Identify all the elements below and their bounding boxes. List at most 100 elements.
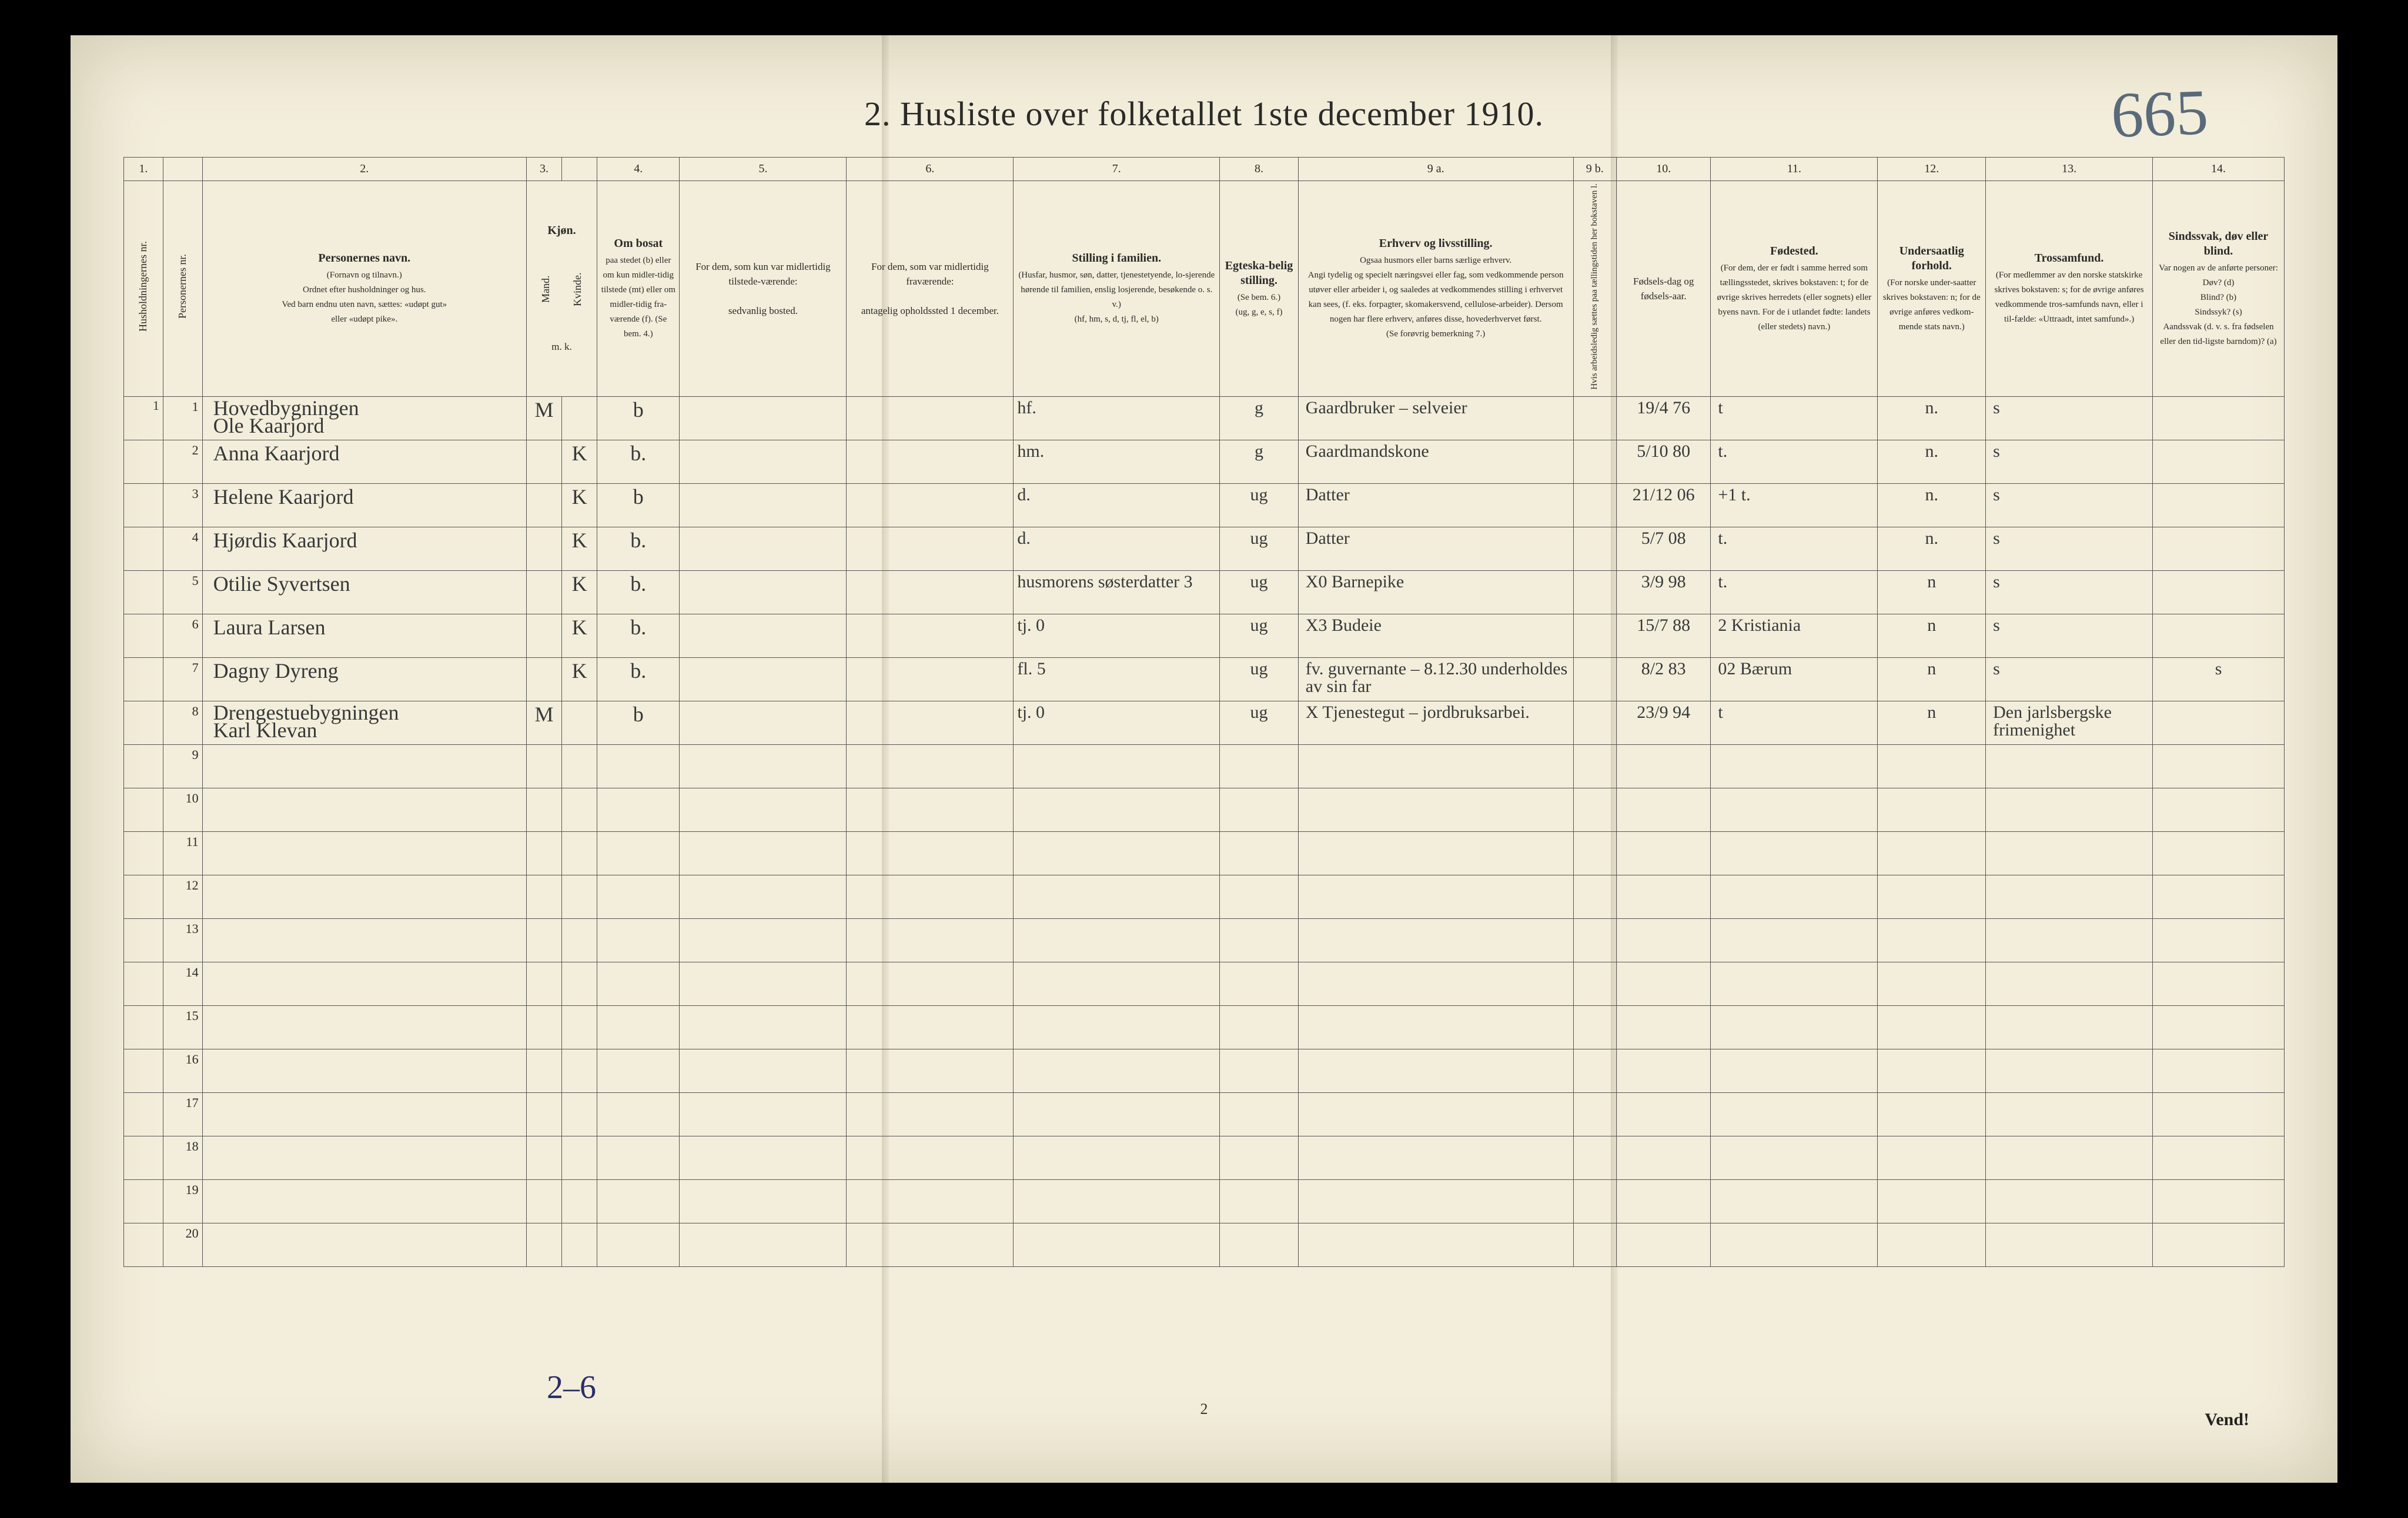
cell: s [1986, 440, 2153, 483]
cell [1711, 831, 1878, 875]
cell [124, 483, 163, 527]
cell [124, 744, 163, 788]
cell [1014, 744, 1220, 788]
head-col6-title: For dem, som var midlertidig fraværende: [871, 261, 989, 287]
cell [1014, 831, 1220, 875]
cell [1617, 1223, 1711, 1266]
cell [526, 440, 561, 483]
table-row: 7Dagny DyrengKb.fl. 5ugfv. guvernante – … [124, 657, 2285, 701]
cell: 3 [163, 483, 202, 527]
head-col6: For dem, som var midlertidig fraværende:… [847, 181, 1014, 397]
cell [124, 440, 163, 483]
cell [1617, 962, 1711, 1005]
page-title: 2. Husliste over folketallet 1ste decemb… [123, 94, 2285, 133]
column-number-row: 1.2.3.4.5.6.7.8.9 a.9 b.10.11.12.13.14. [124, 158, 2285, 181]
cell [526, 1092, 561, 1136]
cell [1711, 918, 1878, 962]
cell [1298, 1092, 1573, 1136]
cell [847, 788, 1014, 831]
cell [1617, 744, 1711, 788]
cell [1617, 1049, 1711, 1092]
cell [1617, 788, 1711, 831]
cell [1878, 1179, 1986, 1223]
cell [1573, 962, 1617, 1005]
col-number: 7. [1014, 158, 1220, 181]
cell [526, 1136, 561, 1179]
head-col8-body: (Se bem. 6.) (ug, g, e, s, f) [1235, 293, 1282, 317]
cell [1298, 831, 1573, 875]
col-number: 12. [1878, 158, 1986, 181]
cell: 18 [163, 1136, 202, 1179]
cell: 5 [163, 570, 202, 614]
col-number: 9 b. [1573, 158, 1617, 181]
cell: X0 Barnepike [1298, 570, 1573, 614]
cell [1617, 831, 1711, 875]
cell [680, 1223, 847, 1266]
cell [680, 875, 847, 918]
cell: g [1220, 440, 1299, 483]
head-col9a: Erhverv og livsstilling. Ogsaa husmors e… [1298, 181, 1573, 397]
cell [526, 1005, 561, 1049]
cell [847, 440, 1014, 483]
cell [1573, 1179, 1617, 1223]
cell [1298, 1136, 1573, 1179]
head-kjon-mk: m. k. [551, 341, 571, 352]
cell [2153, 1179, 2285, 1223]
cell [1878, 1049, 1986, 1092]
head-bosat-body: paa stedet (b) eller om kun midler-tidig… [601, 256, 675, 339]
cell: 21/12 06 [1617, 483, 1711, 527]
cell [847, 744, 1014, 788]
cell: 02 Bærum [1711, 657, 1878, 701]
cell [526, 657, 561, 701]
cell: s [1986, 396, 2153, 440]
cell [562, 962, 597, 1005]
cell [562, 1092, 597, 1136]
cell [1573, 1223, 1617, 1266]
cell: b. [597, 614, 680, 657]
cell [597, 918, 680, 962]
head-col14-title: Sindssvak, døv eller blind. [2156, 229, 2280, 259]
cell: Gaardmandskone [1298, 440, 1573, 483]
head-col9a-title: Erhverv og livsstilling. [1302, 236, 1570, 251]
cell [124, 1049, 163, 1092]
cell: Den jarlsbergske frimenighet [1986, 701, 2153, 744]
cell: K [562, 527, 597, 570]
head-col7: Stilling i familien. (Husfar, husmor, sø… [1014, 181, 1220, 397]
cell [1220, 1136, 1299, 1179]
cell: 19 [163, 1179, 202, 1223]
cell [526, 527, 561, 570]
cell [597, 1223, 680, 1266]
cell [1298, 744, 1573, 788]
cell [847, 1005, 1014, 1049]
cell [202, 1005, 526, 1049]
cell [562, 701, 597, 744]
cell [847, 396, 1014, 440]
cell: Helene Kaarjord [202, 483, 526, 527]
cell [1298, 788, 1573, 831]
cell [1014, 788, 1220, 831]
cell [680, 1092, 847, 1136]
cell: X Tjenestegut – jordbruksarbei. [1298, 701, 1573, 744]
head-col9a-body: Ogsaa husmors eller barns særlige erhver… [1308, 256, 1564, 339]
cell [1298, 1049, 1573, 1092]
footer-printed-page: 2 [1200, 1400, 1208, 1418]
cell [2153, 744, 2285, 788]
column-header-row: Husholdningernes nr. Personernes nr. Per… [124, 181, 2285, 397]
cell [1878, 788, 1986, 831]
col-number: 1. [124, 158, 163, 181]
cell [1220, 744, 1299, 788]
cell: 15/7 88 [1617, 614, 1711, 657]
cell [1220, 875, 1299, 918]
cell [1986, 744, 2153, 788]
cell [1014, 1005, 1220, 1049]
cell [680, 918, 847, 962]
cell: X3 Budeie [1298, 614, 1573, 657]
cell [847, 1223, 1014, 1266]
cell [597, 744, 680, 788]
cell [1878, 875, 1986, 918]
cell [124, 918, 163, 962]
cell: fl. 5 [1014, 657, 1220, 701]
census-page: 665 2. Husliste over folketallet 1ste de… [71, 35, 2337, 1483]
cell [1878, 1136, 1986, 1179]
cell: n [1878, 701, 1986, 744]
